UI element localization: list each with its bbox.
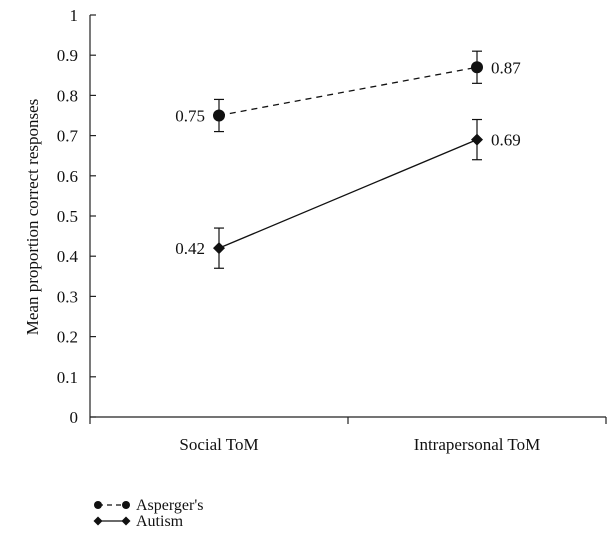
data-point-aspergers xyxy=(213,109,225,122)
y-axis-label: Mean proportion correct responses xyxy=(23,99,42,336)
legend-marker xyxy=(121,516,131,526)
legend-marker xyxy=(94,501,102,509)
y-tick-label: 0.6 xyxy=(57,167,78,186)
series-autism: 0.42 0.69 xyxy=(175,118,521,269)
y-tick-label: 0 xyxy=(70,408,79,427)
x-tick-label: Social ToM xyxy=(179,435,258,454)
y-tick-label: 0.9 xyxy=(57,46,78,65)
y-tick-label: 0.4 xyxy=(57,247,79,266)
series-line-aspergers xyxy=(218,66,478,117)
data-label-autism: 0.69 xyxy=(491,131,521,150)
data-label-autism: 0.42 xyxy=(175,239,205,258)
y-tick-label: 0.8 xyxy=(57,86,78,105)
data-point-autism xyxy=(213,242,225,255)
data-point-autism xyxy=(471,133,483,146)
y-tick-label: 0.2 xyxy=(57,328,78,347)
legend-label-autism: Autism xyxy=(136,513,184,530)
axes: 0 0.1 0.2 0.3 0.4 0.5 0.6 0.7 0.8 0.9 1 Social ToM I… xyxy=(57,6,607,454)
series-layer: 0.75 0.87 0.42 0.69 xyxy=(175,50,521,269)
legend-item-autism: Autism xyxy=(93,513,184,530)
legend-marker xyxy=(122,501,130,509)
y-tick-label: 0.3 xyxy=(57,287,78,306)
y-tick-label: 0.7 xyxy=(57,127,79,146)
data-label-aspergers: 0.87 xyxy=(491,58,521,77)
x-tick-label: Intrapersonal ToM xyxy=(414,435,540,454)
data-label-aspergers: 0.75 xyxy=(175,107,205,126)
series-aspergers: 0.75 0.87 xyxy=(175,50,521,133)
y-tick-label: 0.1 xyxy=(57,368,78,387)
legend-item-aspergers: Asperger's xyxy=(94,497,203,514)
legend-marker xyxy=(93,516,103,526)
legend-label-aspergers: Asperger's xyxy=(136,497,203,514)
y-tick-label: 1 xyxy=(70,6,79,25)
y-tick-label: 0.5 xyxy=(57,207,78,226)
series-line-autism xyxy=(218,139,478,249)
data-point-aspergers xyxy=(471,61,483,74)
